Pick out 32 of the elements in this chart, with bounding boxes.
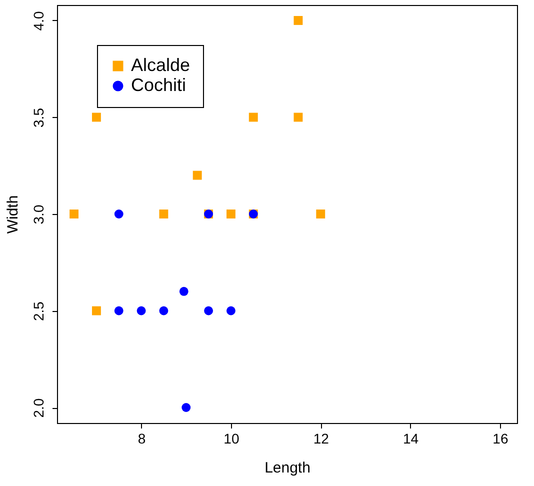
x-tick-label: 16	[492, 430, 508, 446]
point	[92, 306, 101, 316]
point	[92, 112, 101, 122]
point	[159, 210, 168, 218]
y-tick-label: 3.5	[30, 108, 46, 128]
point	[114, 306, 124, 316]
point	[226, 306, 236, 316]
point	[70, 210, 79, 218]
legend-label: Cochiti	[131, 75, 186, 95]
point	[294, 112, 303, 122]
point	[179, 286, 188, 296]
point	[248, 112, 258, 122]
point	[192, 170, 202, 180]
y-tick-label: 4.0	[30, 11, 46, 31]
y-tick-label: 2.5	[30, 301, 46, 321]
x-tick-label: 8	[138, 430, 146, 446]
point	[226, 210, 236, 218]
x-axis-title: Length	[264, 460, 310, 476]
point	[316, 210, 326, 218]
legend-label: Alcalde	[131, 55, 190, 75]
x-tick-label: 14	[403, 430, 419, 446]
y-tick-label: 2.0	[30, 398, 46, 418]
point	[204, 306, 214, 316]
y-axis-title: Width	[4, 195, 22, 234]
y-tick-label: 3.0	[30, 204, 46, 224]
point	[159, 306, 168, 316]
point	[182, 403, 191, 412]
x-tick-label: 10	[224, 430, 240, 446]
point	[294, 16, 303, 25]
point	[114, 210, 124, 218]
point	[136, 306, 146, 316]
x-tick-label: 12	[313, 430, 330, 446]
